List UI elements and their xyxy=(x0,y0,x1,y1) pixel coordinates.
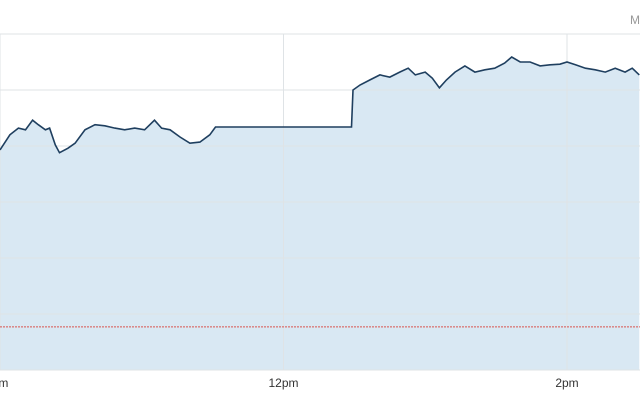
area-fill xyxy=(0,57,640,370)
price-line xyxy=(0,56,640,154)
x-tick-label: am xyxy=(0,376,8,390)
corner-label: M xyxy=(630,13,640,27)
x-tick-label: 2pm xyxy=(555,376,578,390)
x-tick-label: 12pm xyxy=(268,376,298,390)
